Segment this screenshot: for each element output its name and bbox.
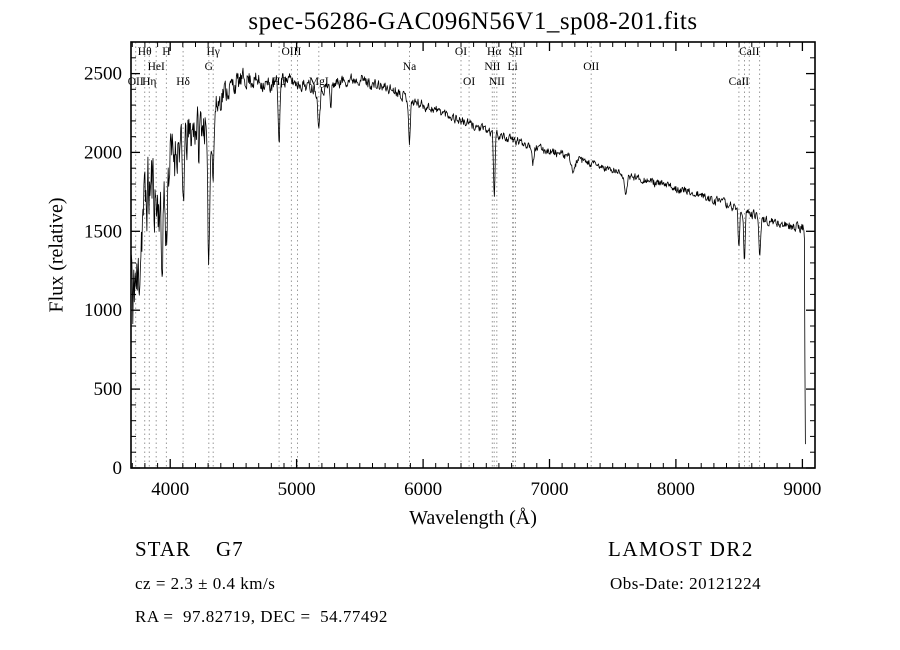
x-axis-label: Wavelength (Å) (409, 507, 537, 529)
spectral-line-label: Hγ (207, 46, 220, 58)
spectral-line-label: NII (489, 76, 505, 88)
spectral-line-label: OI (455, 46, 467, 58)
x-tick-label: 8000 (657, 479, 695, 500)
plot-frame (130, 41, 816, 469)
spectral-line-label: OII (583, 61, 599, 73)
spectral-line-marker-group (135, 42, 761, 468)
spectral-line-label: MgI (309, 76, 329, 88)
spectral-line-label: G (205, 61, 213, 73)
spectral-line-label: H (162, 46, 170, 58)
spectrum-trace-group (130, 67, 806, 445)
y-tick-label: 2000 (84, 142, 122, 163)
obs-date-text: Obs-Date: 20121224 (610, 574, 762, 593)
spectral-line-label: Hθ (138, 46, 152, 58)
x-tick-label: 7000 (531, 479, 569, 500)
spectral-line-label: Hβ (272, 76, 286, 88)
y-tick-label: 2500 (84, 64, 122, 85)
x-tick-label: 4000 (151, 479, 189, 500)
survey-text: LAMOST DR2 (608, 537, 754, 561)
cz-text: cz = 2.3 ± 0.4 km/s (135, 574, 276, 593)
y-tick-label: 1000 (84, 300, 122, 321)
x-tick-label: 9000 (783, 479, 821, 500)
object-class-text: STAR G7 (135, 537, 244, 561)
spectral-line-label: Hδ (176, 76, 190, 88)
spectral-line-label: OI (463, 76, 475, 88)
ra-dec-text: RA = 97.82719, DEC = 54.77492 (135, 607, 388, 626)
y-tick-label: 500 (94, 379, 123, 400)
spectral-line-label-group: OIIHθHηHeIHHδGHγHβOIIIMgINaOIOINIIHαNIIL… (128, 46, 760, 88)
axes-group: 4000 5000 6000 7000 8000 9000 0 500 1000 1500 2000… (84, 41, 821, 500)
spectral-line-label: Hη (142, 76, 156, 88)
spectrum-polyline (130, 67, 806, 445)
spectral-line-label: CaII (729, 76, 750, 88)
y-tick-label: 1500 (84, 221, 122, 242)
y-axis-label: Flux (relative) (45, 197, 68, 313)
x-tick-label: 6000 (404, 479, 442, 500)
spectral-line-label: HeI (148, 61, 165, 73)
spectral-line-label: OIII (282, 46, 302, 58)
spectral-line-label: Hα (487, 46, 501, 58)
spectral-line-label: NII (484, 61, 500, 73)
plot-title: spec-56286-GAC096N56V1_sp08-201.fits (248, 8, 698, 35)
y-tick-label: 0 (113, 458, 123, 479)
x-tick-label: 5000 (278, 479, 316, 500)
spectral-line-label: Li (507, 61, 517, 73)
spectral-line-label: CaII (739, 46, 760, 58)
spectral-line-label: SII (508, 46, 522, 58)
spectral-line-label: Na (403, 61, 416, 73)
